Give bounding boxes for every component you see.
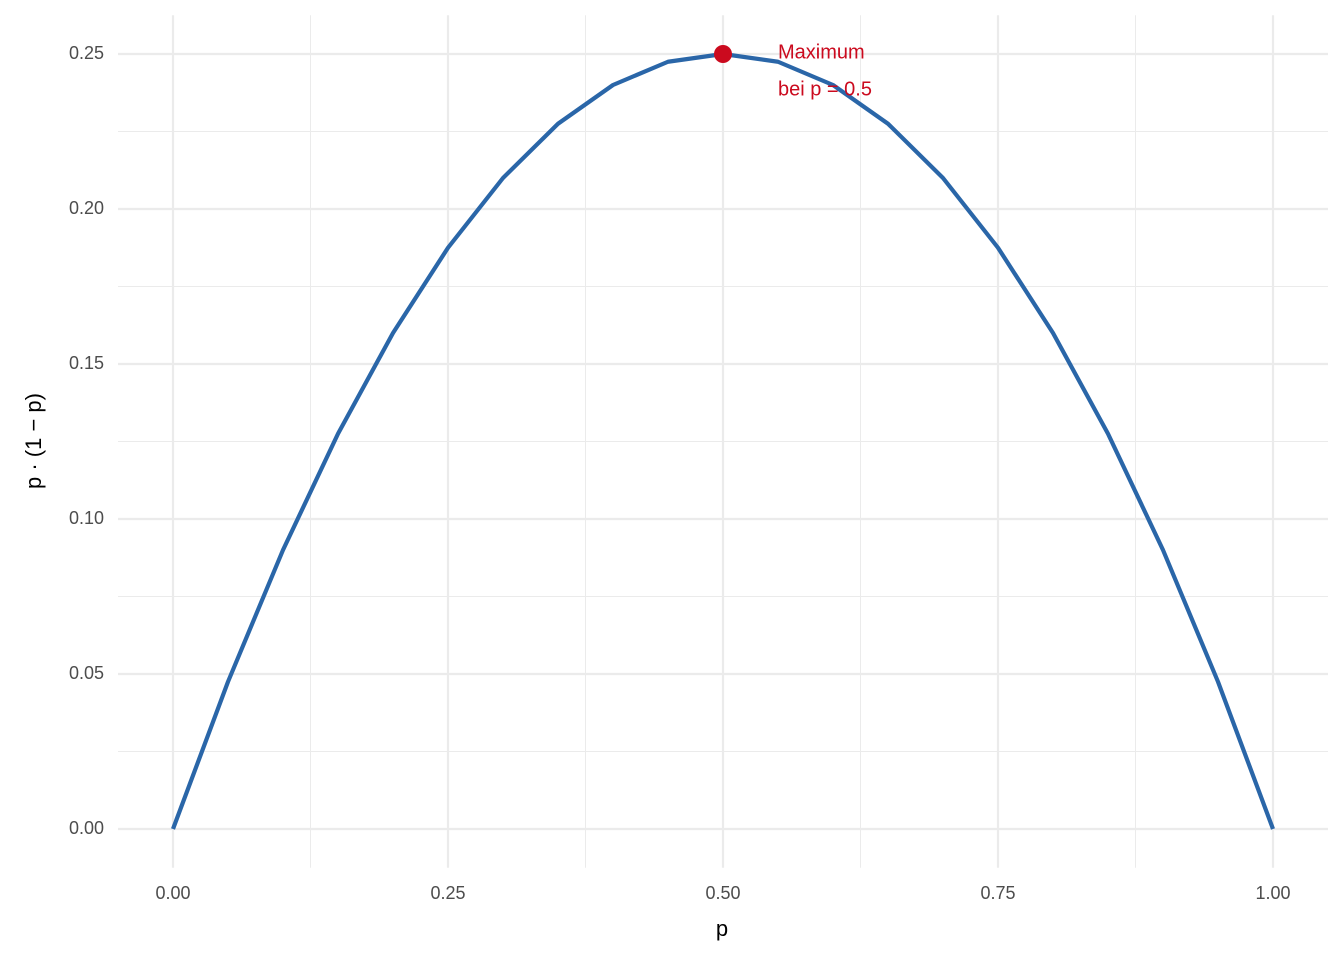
x-axis-title: p xyxy=(716,916,728,941)
y-tick-label: 0.05 xyxy=(69,663,104,683)
annotation: bei p = 0.5 xyxy=(778,78,872,100)
x-tick-label: 0.25 xyxy=(430,883,465,903)
y-axis-title: p · (1 − p) xyxy=(21,393,46,489)
x-tick-label: 0.50 xyxy=(705,883,740,903)
y-tick-label: 0.25 xyxy=(69,43,104,63)
y-tick-label: 0.15 xyxy=(69,353,104,373)
annotation: Maximum xyxy=(778,41,865,63)
maximum-point xyxy=(714,45,732,63)
y-tick-label: 0.10 xyxy=(69,508,104,528)
y-tick-label: 0.20 xyxy=(69,198,104,218)
x-tick-label: 1.00 xyxy=(1255,883,1290,903)
y-tick-label: 0.00 xyxy=(69,818,104,838)
x-tick-label: 0.00 xyxy=(155,883,190,903)
x-tick-label: 0.75 xyxy=(980,883,1015,903)
